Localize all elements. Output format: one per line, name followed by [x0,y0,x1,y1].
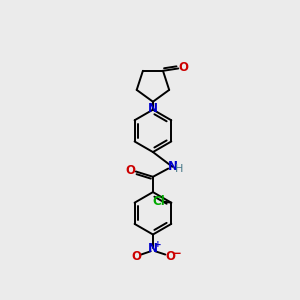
Text: O: O [126,164,136,176]
Text: −: − [172,247,182,260]
Text: O: O [165,250,175,262]
Text: O: O [131,250,141,262]
Text: O: O [178,61,188,74]
Text: Cl: Cl [153,195,165,208]
Text: +: + [154,240,162,249]
Text: N: N [148,242,158,255]
Text: H: H [175,164,184,173]
Text: N: N [148,102,158,115]
Text: N: N [167,160,177,173]
